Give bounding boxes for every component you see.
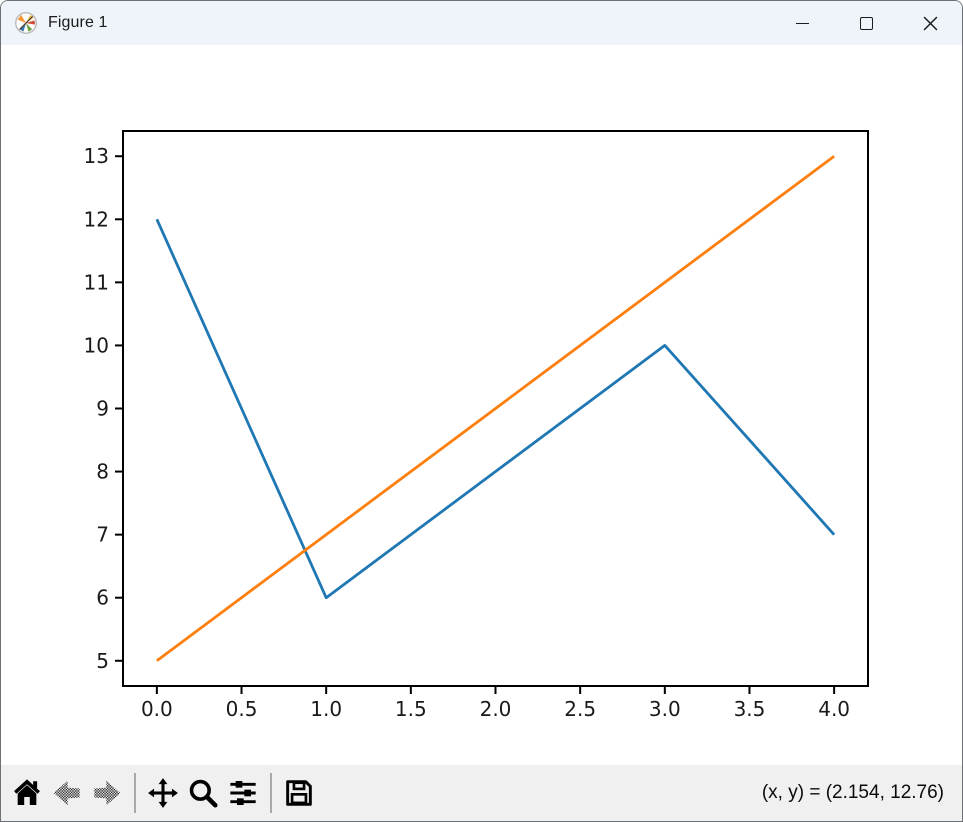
navigation-toolbar: (x, y) = (2.154, 12.76) (1, 765, 962, 821)
pan-button[interactable] (143, 769, 183, 817)
forward-arrow-icon (94, 780, 121, 806)
minimize-icon (795, 22, 809, 24)
y-tick-label: 5 (96, 649, 109, 673)
zoom-magnifier-icon (189, 779, 218, 808)
back-arrow-icon (53, 780, 80, 806)
x-tick-label: 0.5 (226, 697, 258, 721)
y-tick-label: 12 (84, 207, 109, 231)
x-tick-label: 1.5 (395, 697, 427, 721)
zoom-button[interactable] (183, 769, 223, 817)
plot-line-series-2 (156, 155, 835, 662)
forward-button[interactable] (87, 769, 127, 817)
maximize-button[interactable] (834, 1, 898, 45)
pan-arrows-icon (148, 778, 178, 808)
save-button[interactable] (279, 769, 319, 817)
y-tick-label: 6 (96, 586, 109, 610)
save-floppy-icon (286, 780, 312, 806)
window-title: Figure 1 (48, 14, 108, 31)
x-tick-label: 2.0 (480, 697, 512, 721)
x-tick-label: 2.5 (564, 697, 596, 721)
plot-line-series-1 (155, 218, 836, 600)
figure-canvas: 0.0 0.5 1.0 1.5 2.0 2.5 3.0 3.5 4.0 5 6 7 8 9 10 11 12 13 (1, 45, 962, 765)
home-icon (14, 779, 40, 805)
sliders-icon (230, 781, 256, 805)
minimize-button[interactable] (770, 1, 834, 45)
matplotlib-logo-icon (14, 11, 38, 35)
home-button[interactable] (7, 769, 47, 817)
y-tick-label: 9 (96, 397, 109, 421)
window-controls (770, 1, 962, 45)
maximize-icon (859, 16, 873, 30)
close-button[interactable] (898, 1, 962, 45)
configure-subplots-button[interactable] (223, 769, 263, 817)
plot-canvas[interactable]: 0.0 0.5 1.0 1.5 2.0 2.5 3.0 3.5 4.0 5 6 7 8 9 10 11 12 13 (1, 45, 962, 765)
x-tick-label: 3.0 (649, 697, 681, 721)
x-tick-label: 3.5 (734, 697, 766, 721)
y-tick-label: 11 (84, 270, 109, 294)
back-button[interactable] (47, 769, 87, 817)
cursor-coordinates-label: (x, y) = (2.154, 12.76) (761, 782, 944, 803)
toolbar-separator (134, 773, 136, 813)
y-tick-label: 13 (84, 144, 109, 168)
toolbar-separator (270, 773, 272, 813)
y-tick-label: 8 (96, 460, 109, 484)
close-icon (923, 16, 937, 30)
titlebar: Figure 1 (1, 1, 962, 45)
x-tick-label: 0.0 (141, 697, 173, 721)
y-tick-label: 7 (96, 523, 109, 547)
y-tick-label: 10 (84, 333, 109, 357)
x-tick-label: 4.0 (818, 697, 850, 721)
x-tick-label: 1.0 (310, 697, 342, 721)
